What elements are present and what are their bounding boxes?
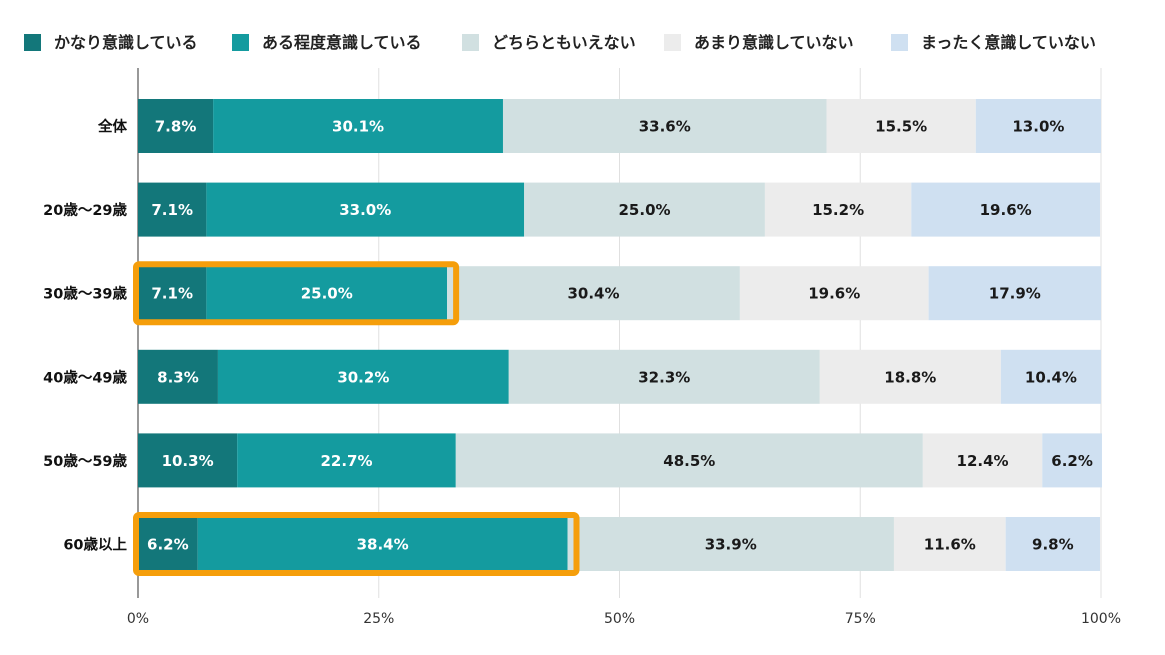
data-label: 30.2% xyxy=(337,368,389,386)
legend-label: ある程度意識している xyxy=(262,33,422,52)
legend-label: かなり意識している xyxy=(54,33,198,52)
data-label: 12.4% xyxy=(957,452,1009,470)
legend-swatch xyxy=(891,34,908,51)
bar-segment xyxy=(819,349,1001,404)
bar-segment xyxy=(524,182,765,237)
data-label: 19.6% xyxy=(808,285,860,303)
category-label: 40歳〜49歳 xyxy=(43,368,127,386)
bar-segment xyxy=(213,99,503,153)
data-label: 25.0% xyxy=(619,201,671,219)
x-tick-label: 0% xyxy=(127,611,149,627)
bar-segment xyxy=(739,266,929,321)
data-label: 17.9% xyxy=(989,285,1041,303)
data-label: 13.0% xyxy=(1012,118,1064,136)
data-label: 19.6% xyxy=(980,201,1032,219)
data-label: 7.8% xyxy=(155,118,197,136)
bar-segment xyxy=(447,266,740,321)
bar-segment xyxy=(138,433,238,488)
bar-segment xyxy=(197,517,568,571)
bar-segment xyxy=(138,517,198,571)
data-label: 25.0% xyxy=(301,285,353,303)
bar-segment xyxy=(508,349,820,404)
x-tick-label: 75% xyxy=(845,611,876,627)
data-label: 6.2% xyxy=(1051,452,1093,470)
bar-segment xyxy=(764,182,912,237)
bar-segment xyxy=(975,99,1101,153)
bar-segment xyxy=(237,433,456,488)
legend-label: まったく意識していない xyxy=(921,33,1096,52)
data-label: 33.6% xyxy=(639,118,691,136)
data-label: 18.8% xyxy=(884,368,936,386)
x-tick-label: 25% xyxy=(363,611,394,627)
bar-segment xyxy=(206,266,448,321)
highlight-box xyxy=(133,512,580,576)
bar-segment xyxy=(911,182,1101,237)
legend-swatch xyxy=(232,34,249,51)
data-label: 33.0% xyxy=(339,201,391,219)
data-label: 10.4% xyxy=(1025,368,1077,386)
category-label: 30歳〜39歳 xyxy=(43,285,127,303)
bar-segment xyxy=(138,349,218,404)
data-label: 8.3% xyxy=(157,368,199,386)
data-label: 9.8% xyxy=(1032,536,1074,554)
legend-swatch xyxy=(664,34,681,51)
x-tick-label: 100% xyxy=(1081,611,1121,627)
legend-label: どちらともいえない xyxy=(492,33,636,52)
bar-segment xyxy=(138,99,214,153)
data-label: 15.5% xyxy=(875,118,927,136)
bar-segment xyxy=(138,182,207,237)
legend-label: あまり意識していない xyxy=(694,33,854,52)
bar-segment xyxy=(893,517,1006,571)
category-label: 60歳以上 xyxy=(63,536,127,554)
data-label: 10.3% xyxy=(162,452,214,470)
data-label: 15.2% xyxy=(812,201,864,219)
bar-segment xyxy=(826,99,976,153)
bar-segment xyxy=(138,266,207,321)
highlight-box xyxy=(133,261,460,326)
data-label: 30.1% xyxy=(332,118,384,136)
bar-segment xyxy=(928,266,1101,321)
data-label: 7.1% xyxy=(151,201,193,219)
data-label: 7.1% xyxy=(151,285,193,303)
bar-segment xyxy=(1005,517,1101,571)
x-tick-label: 50% xyxy=(604,611,635,627)
legend-swatch xyxy=(462,34,479,51)
data-label: 6.2% xyxy=(147,536,189,554)
data-label: 33.9% xyxy=(705,536,757,554)
bar-segment xyxy=(502,99,827,153)
data-label: 48.5% xyxy=(663,452,715,470)
data-label: 30.4% xyxy=(567,285,619,303)
data-label: 38.4% xyxy=(357,536,409,554)
bar-segment xyxy=(922,433,1043,488)
category-label: 全体 xyxy=(97,118,127,136)
legend-swatch xyxy=(24,34,41,51)
bar-segment xyxy=(217,349,509,404)
category-label: 50歳〜59歳 xyxy=(43,452,127,470)
bar-segment xyxy=(1042,433,1102,488)
data-label: 22.7% xyxy=(320,452,372,470)
data-label: 11.6% xyxy=(924,536,976,554)
bar-segment xyxy=(206,182,525,237)
category-label: 20歳〜29歳 xyxy=(43,201,127,219)
bar-segment xyxy=(567,517,894,571)
bar-segment xyxy=(1000,349,1101,404)
data-label: 32.3% xyxy=(638,368,690,386)
bar-segment xyxy=(455,433,923,488)
